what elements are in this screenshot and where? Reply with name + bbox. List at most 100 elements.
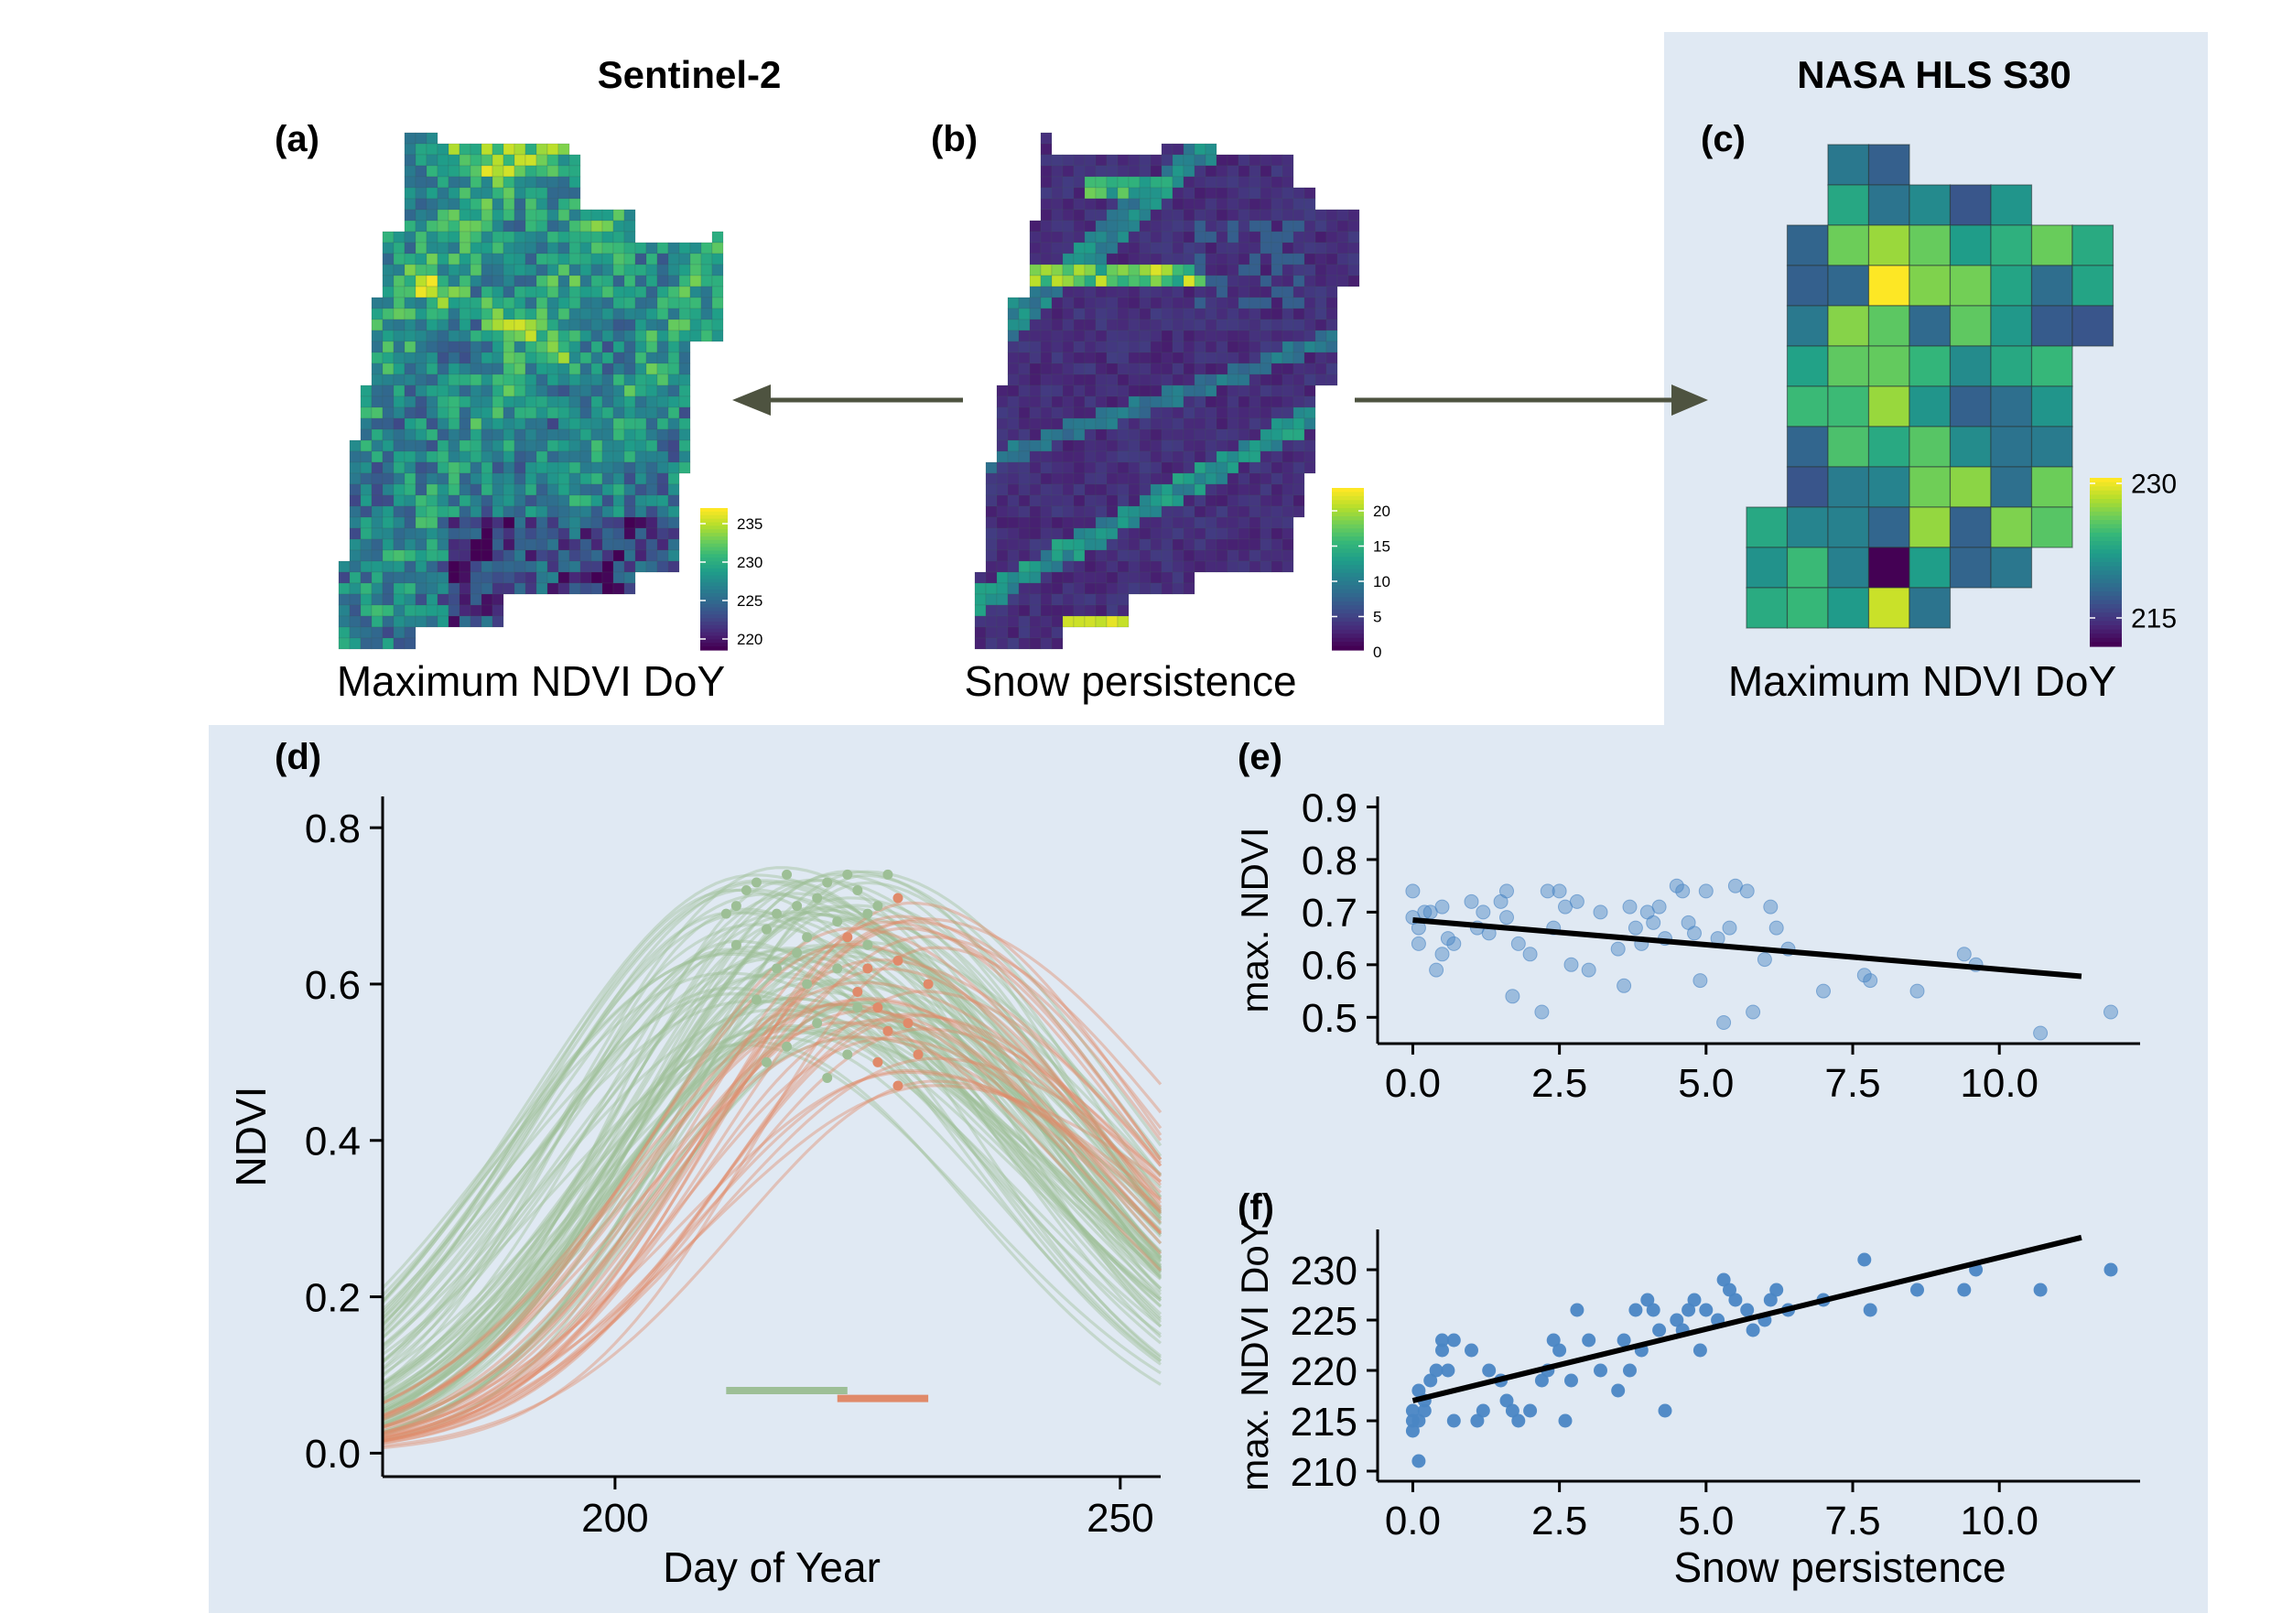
map-cell — [1084, 308, 1097, 320]
map-cell — [1990, 305, 2033, 347]
map-cell — [1227, 209, 1239, 222]
map-cell — [1325, 374, 1338, 386]
map-cell — [1062, 428, 1075, 441]
map-cell — [1095, 374, 1108, 386]
map-cell — [470, 341, 482, 353]
map-cell — [524, 341, 537, 353]
colorbar-segment — [1332, 512, 1364, 517]
colorbar-tick-label: 215 — [2131, 604, 2177, 634]
ndvi-curve — [381, 887, 1163, 1320]
colorbar-segment — [1332, 645, 1364, 651]
map-cell — [1172, 472, 1184, 485]
map-cell — [1314, 231, 1327, 244]
map-cell — [524, 582, 537, 595]
map-cell — [1216, 165, 1228, 178]
map-cell — [1194, 428, 1206, 441]
map-cell — [1260, 363, 1272, 375]
map-cell — [1117, 417, 1130, 430]
map-cell — [437, 176, 449, 189]
map-cell — [535, 472, 548, 485]
map-cell — [1029, 319, 1042, 331]
colorbar-tick-label: 230 — [2131, 470, 2177, 500]
map-cell — [1150, 297, 1163, 309]
map-cell — [524, 483, 537, 496]
map-cell — [1029, 461, 1042, 474]
map-cell — [524, 472, 537, 485]
trendline — [1412, 917, 2082, 980]
map-cell — [1303, 428, 1316, 441]
map-cell — [1249, 330, 1261, 342]
map-cell — [535, 461, 548, 474]
map-cell — [1029, 615, 1042, 628]
map-cell — [1139, 516, 1152, 529]
colorbar-segment — [1332, 613, 1364, 619]
map-cell — [1227, 395, 1239, 408]
map-cell — [1117, 341, 1130, 353]
map-cell — [1216, 527, 1228, 540]
map-cell — [1150, 417, 1163, 430]
map-cell — [1040, 615, 1053, 628]
map-cell — [1260, 384, 1272, 397]
map-cell — [1139, 286, 1152, 298]
map-cell — [568, 187, 581, 200]
map-cell — [1292, 439, 1305, 452]
map-cell — [557, 406, 570, 419]
map-cell — [1161, 384, 1173, 397]
map-cell — [371, 384, 384, 397]
map-cell — [503, 143, 515, 156]
map-cell — [349, 571, 362, 584]
map-cell — [1062, 516, 1075, 529]
ndvi-curve — [381, 888, 1163, 1327]
map-cell — [601, 253, 614, 265]
map-cell — [1271, 406, 1283, 419]
map-cell — [1073, 538, 1086, 551]
map-cell — [1073, 275, 1086, 287]
map-cell — [1260, 494, 1272, 507]
colorbar-segment — [1332, 552, 1364, 558]
map-cell — [667, 439, 680, 452]
colorbar-segment — [2090, 499, 2122, 504]
map-cell — [1260, 461, 1272, 474]
colorbar-tick-label: 10 — [1373, 573, 1390, 590]
map-cell — [1029, 505, 1042, 518]
map-cell — [1260, 165, 1272, 178]
map-cell — [1238, 297, 1250, 309]
colorbar-segment — [700, 632, 728, 637]
map-cell — [546, 231, 559, 244]
map-cell — [1292, 187, 1305, 200]
map-cell — [503, 395, 515, 408]
map-cell — [393, 615, 406, 628]
map-cell — [1062, 505, 1075, 518]
map-cell — [535, 582, 548, 595]
map-cell — [1271, 363, 1283, 375]
map-cell — [1867, 506, 1910, 548]
map-cell — [656, 308, 669, 320]
map-cell — [1172, 297, 1184, 309]
colorbar-tick-label: 220 — [737, 631, 762, 648]
map-cell — [996, 439, 1009, 452]
map-cell — [415, 220, 427, 233]
map-cell — [1249, 549, 1261, 562]
colorbar-segment — [1332, 601, 1364, 606]
map-cell — [1827, 224, 1870, 266]
scatter-point — [1522, 947, 1538, 962]
map-cell — [1051, 198, 1064, 211]
map-cell — [590, 395, 603, 408]
map-cell — [579, 253, 592, 265]
map-cell — [404, 538, 416, 551]
map-cell — [349, 461, 362, 474]
map-cell — [492, 154, 504, 167]
map-cell — [1062, 242, 1075, 254]
scatter-point — [1534, 1373, 1549, 1388]
map-cell — [634, 461, 647, 474]
map-cell — [1249, 154, 1261, 167]
map-cell — [1128, 483, 1141, 496]
map-cell — [503, 428, 515, 441]
map-cell — [1040, 352, 1053, 364]
map-cell — [1051, 549, 1064, 562]
map-cell — [1150, 330, 1163, 342]
map-cell — [1227, 549, 1239, 562]
map-cell — [1128, 516, 1141, 529]
map-cell — [1051, 242, 1064, 254]
map-cell — [1073, 384, 1086, 397]
